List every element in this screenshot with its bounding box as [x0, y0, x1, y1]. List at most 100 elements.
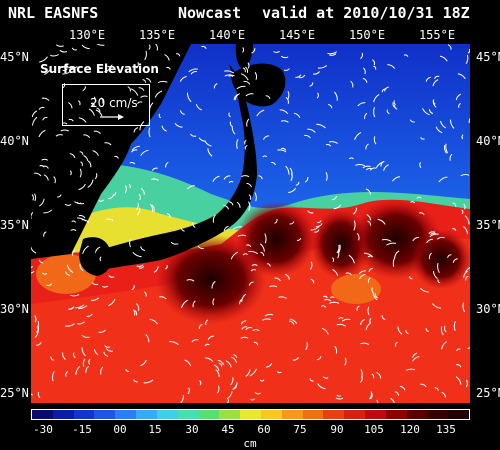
streamline: [218, 362, 223, 367]
streamline: [337, 250, 340, 259]
streamline: [236, 85, 246, 90]
streamline: [158, 113, 162, 119]
streamline: [245, 369, 251, 377]
streamline: [224, 74, 235, 77]
streamline: [83, 155, 89, 161]
streamline: [231, 356, 237, 363]
streamline: [233, 354, 238, 358]
streamline: [215, 369, 220, 378]
streamline: [100, 366, 104, 375]
streamline: [236, 138, 239, 150]
colorbar-swatch: [115, 410, 137, 419]
streamline: [418, 212, 425, 216]
lat-label-45-right: 45°N: [476, 50, 500, 64]
streamline: [106, 218, 114, 222]
streamline: [131, 145, 140, 151]
streamline: [91, 102, 95, 108]
streamline: [223, 204, 229, 210]
streamline: [316, 220, 322, 224]
streamline: [62, 68, 68, 72]
streamline: [360, 318, 366, 325]
streamline: [205, 319, 209, 326]
streamline: [98, 329, 106, 333]
streamline: [280, 120, 289, 123]
streamline: [280, 147, 287, 151]
streamline: [136, 207, 141, 216]
streamline: [180, 394, 184, 403]
streamline: [107, 64, 113, 68]
streamline: [434, 387, 439, 391]
streamline: [179, 110, 185, 115]
streamline: [68, 306, 75, 310]
ocean-map: [31, 44, 470, 403]
streamline: [38, 259, 44, 264]
land-sakhalin: [235, 44, 253, 70]
streamline: [148, 127, 151, 138]
streamline: [463, 270, 468, 278]
streamline: [144, 291, 147, 297]
streamline: [316, 356, 322, 361]
streamline: [81, 219, 90, 224]
streamline: [88, 358, 91, 365]
streamline: [366, 214, 372, 221]
streamline: [241, 293, 247, 302]
streamline: [155, 44, 158, 51]
cbar-tick-4: 15: [148, 423, 162, 436]
streamline: [412, 236, 419, 242]
streamline: [276, 371, 282, 374]
streamline: [260, 251, 265, 256]
streamline: [305, 342, 308, 351]
streamline: [50, 356, 54, 361]
streamline: [440, 120, 447, 129]
legend-arrow-icon: [100, 114, 124, 120]
streamline: [101, 285, 109, 288]
streamline: [83, 134, 90, 139]
streamline: [68, 102, 73, 109]
colorbar-swatch: [344, 410, 365, 419]
streamline: [82, 86, 86, 92]
streamline: [334, 345, 338, 354]
streamline: [76, 201, 82, 205]
streamline: [295, 181, 300, 186]
streamline: [133, 127, 139, 133]
streamline: [33, 193, 37, 202]
streamline: [441, 341, 447, 350]
colorbar-swatch: [136, 410, 157, 419]
streamline: [124, 185, 127, 194]
lat-label-35-right: 35°N: [476, 218, 500, 232]
streamline: [429, 233, 439, 238]
streamline: [274, 218, 278, 224]
streamline: [69, 170, 72, 176]
cbar-tick-2: -15: [72, 423, 92, 436]
streamline: [251, 48, 256, 54]
streamline: [455, 376, 462, 385]
colorbar-swatch: [177, 410, 199, 419]
streamline: [157, 80, 168, 84]
streamline: [228, 112, 231, 118]
streamline: [360, 52, 364, 60]
streamline: [462, 302, 466, 313]
streamline: [405, 329, 409, 335]
streamline: [60, 129, 69, 132]
streamline: [432, 100, 437, 108]
streamline: [138, 266, 145, 269]
streamline: [309, 82, 314, 87]
streamline: [57, 194, 62, 198]
streamline: [365, 322, 371, 330]
streamline: [428, 109, 434, 115]
streamline: [331, 195, 338, 201]
streamline: [31, 212, 34, 219]
streamline: [289, 318, 298, 324]
streamline: [242, 253, 248, 256]
streamline: [237, 234, 247, 237]
streamline: [228, 180, 234, 184]
streamline: [253, 341, 259, 346]
streamline: [259, 379, 265, 382]
streamline: [367, 220, 372, 226]
streamline: [153, 266, 159, 273]
streamline: [406, 368, 416, 371]
streamline: [292, 356, 300, 361]
streamline: [55, 134, 63, 137]
streamline: [82, 358, 86, 367]
cbar-tick-10: 105: [364, 423, 384, 436]
